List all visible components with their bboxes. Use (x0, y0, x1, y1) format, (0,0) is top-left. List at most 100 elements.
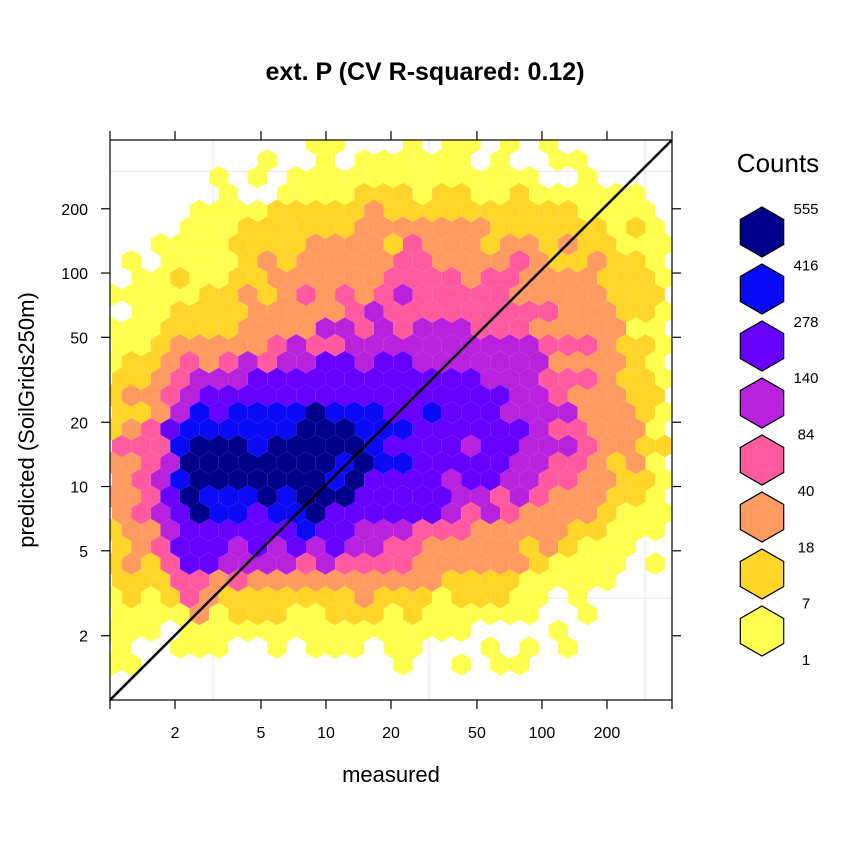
hex-cell (403, 166, 423, 189)
hex-cell (509, 418, 530, 441)
hex-cell (470, 250, 491, 273)
hex-cell (335, 485, 355, 508)
hex-cell (500, 468, 520, 491)
hex-cell (160, 518, 180, 542)
hex-cell (267, 334, 287, 357)
hex-cell (655, 502, 672, 525)
hex-cell (480, 636, 500, 659)
hex-cell (422, 199, 442, 222)
hex-cell (189, 535, 209, 558)
hex-cell (228, 334, 248, 357)
hex-cell (412, 250, 433, 273)
hex-cell (306, 334, 326, 357)
hex-cell (228, 569, 248, 592)
hex-cell (238, 451, 258, 474)
hex-cell (209, 334, 229, 357)
hex-cell (432, 216, 452, 239)
hex-cell (286, 434, 306, 458)
hex-cell (383, 636, 403, 659)
hex-cell (597, 266, 617, 290)
hex-cell (131, 569, 151, 592)
hex-cell (548, 619, 568, 642)
legend-swatch (739, 206, 785, 258)
hex-cell (325, 233, 345, 256)
hex-cell (257, 418, 277, 441)
hex-cell (393, 149, 413, 172)
hex-cell (286, 401, 306, 424)
hex-cell (209, 166, 229, 189)
hex-cell (228, 468, 248, 491)
hex-cell (121, 283, 142, 306)
hex-cell (519, 233, 539, 256)
hex-cell (110, 485, 122, 508)
hex-cell (412, 586, 433, 609)
hex-cell (121, 485, 142, 508)
hex-cell (470, 216, 491, 239)
hex-cell (655, 300, 672, 323)
hex-cell (645, 451, 665, 474)
hex-cell (373, 283, 394, 306)
hex-cell (364, 535, 384, 558)
hex-cell (286, 468, 306, 491)
hex-cell (112, 602, 132, 626)
hex-cell (373, 518, 394, 542)
y-tick-label: 50 (70, 330, 88, 347)
hex-cell (247, 602, 268, 626)
hex-cell (306, 300, 326, 323)
hex-cell (412, 182, 433, 206)
hex-cell (626, 283, 646, 306)
y-axis-label: predicted (SoilGrids250m) (14, 292, 39, 548)
hex-cell (110, 619, 122, 642)
hex-cell (228, 266, 248, 290)
hex-cell (451, 283, 471, 306)
hex-cell (490, 552, 510, 575)
hex-cell (267, 233, 287, 256)
hex-cell (587, 384, 607, 407)
x-tick-label: 20 (382, 725, 400, 742)
hex-cell (538, 502, 559, 525)
hex-cell (325, 636, 345, 659)
hex-cell (276, 350, 297, 374)
hex-cell (170, 468, 190, 491)
hex-cell (257, 317, 277, 340)
x-axis-label: measured (342, 762, 440, 787)
hex-cell (567, 485, 588, 508)
hex-cell (373, 451, 394, 474)
hex-cell (306, 401, 326, 424)
hex-cell (606, 216, 627, 239)
hex-cell (519, 535, 539, 558)
hex-cell (306, 266, 326, 290)
hex-cell (451, 418, 471, 441)
hex-cell (432, 250, 452, 273)
hex-cell (110, 653, 122, 676)
hex-cell (587, 250, 607, 273)
hex-cell (373, 586, 394, 609)
hex-cell (238, 518, 258, 542)
hex-cell (412, 216, 433, 239)
hex-cell (306, 468, 326, 491)
hex-cell (373, 149, 394, 172)
hex-cell (276, 518, 297, 542)
hex-cell (412, 384, 433, 407)
hex-cell (296, 350, 316, 374)
hex-cell (577, 434, 597, 458)
hex-cell (296, 384, 316, 407)
hex-cell (422, 569, 442, 592)
hex-cell (218, 586, 239, 609)
hex-cell (587, 552, 607, 575)
hex-cell (461, 401, 481, 424)
hex-cell (451, 317, 471, 340)
hex-cell (354, 250, 374, 273)
hex-cell (451, 451, 471, 474)
hex-cell (364, 569, 384, 592)
hex-cell (354, 418, 374, 441)
hex-cell (364, 401, 384, 424)
hex-cell (567, 518, 588, 542)
hex-cell (247, 535, 268, 558)
hex-cell (645, 485, 665, 508)
hex-cell (189, 367, 209, 390)
hex-cell (422, 166, 442, 189)
hex-cell (335, 216, 355, 239)
hex-cell (150, 367, 171, 390)
hex-cell (170, 266, 190, 290)
